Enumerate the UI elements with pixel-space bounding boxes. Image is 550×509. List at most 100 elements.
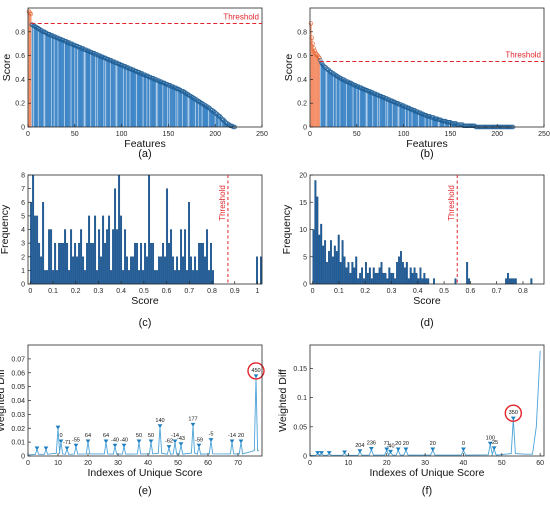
x-tick-label: 0 [26,460,30,467]
bar [103,57,105,128]
bar [322,65,324,127]
selected-bar [317,55,319,127]
y-tick-label: 0 [21,282,25,289]
x-tick-label: 100 [398,131,410,138]
y-tick-label: 4 [21,227,25,234]
peak-marker [85,439,91,444]
bar [328,69,330,127]
histogram-bar [512,278,515,285]
bar [151,78,153,127]
bar [338,77,340,127]
peak-marker [253,374,259,379]
x-axis-label: Features [406,138,447,150]
bar [122,65,124,127]
bar [85,49,87,127]
bar [411,109,413,127]
peak-marker [178,442,184,447]
histogram-bar [372,267,375,285]
histogram-bar [366,272,369,285]
bar [93,53,96,127]
bar [64,41,67,127]
bar [326,68,328,127]
histogram-bar [178,270,181,285]
x-tick-label: 20 [383,460,391,467]
bar [187,94,189,127]
x-tick-label: 200 [491,131,503,138]
bar [35,27,37,127]
bar [432,117,434,127]
bar [41,30,43,127]
x-axis-label: Score [413,295,441,307]
peak-marker [136,439,142,444]
selected-bar [310,23,312,127]
histogram-bar [66,242,69,285]
bar [375,94,378,127]
peak-marker [395,447,401,452]
peak-label: -71 [63,440,71,446]
bar [220,117,222,127]
peak-marker [190,422,196,427]
bar [199,102,201,127]
histogram-bar [38,242,41,285]
x-tick-label: 50 [71,131,79,138]
bar [218,116,220,127]
x-tick-label: 0.1 [334,288,344,295]
bar [383,97,385,127]
bar [331,73,334,127]
bar [369,91,371,127]
bar [174,87,176,127]
selected-bar [29,12,31,127]
bar [170,86,172,127]
histogram-bar [413,267,416,285]
bar [166,84,169,127]
bar [398,104,400,127]
bar [101,56,103,127]
bar [222,119,224,127]
histogram-bar [100,256,103,285]
x-tick-label: 60 [536,460,544,467]
bar [97,55,99,127]
bar [63,40,65,127]
bar [166,84,168,127]
histogram-bar [162,242,165,285]
x-axis-label: Features [124,138,165,150]
bar [420,113,423,127]
bar [137,72,139,127]
peak-label: 0 [59,433,62,439]
x-tick-label: 0 [26,131,30,138]
selected-bar [318,57,321,128]
bar [77,46,79,127]
bar [192,97,194,127]
panel-d: 0 0.1 0.2 0.3 0.4 0.5 0.6 0.7 0.8 0 5 10 15 20 Thresho… [281,173,545,329]
bar [167,85,170,127]
bar [394,102,396,127]
bar [108,59,110,127]
bar [348,82,350,127]
bar [399,104,401,127]
bar [364,90,366,127]
histogram-bar [184,229,187,285]
histogram-bar [180,229,183,285]
bar [424,115,426,127]
bar [123,66,125,127]
histogram-bar [316,196,319,285]
bar [361,87,363,127]
bar [57,37,59,127]
point [318,58,323,63]
peak-label: 50 [136,433,142,439]
bar [98,55,100,127]
bar [104,57,106,128]
bar [102,56,104,127]
x-tick-label: 250 [538,131,550,138]
peak-marker [148,439,154,444]
histogram-bar [208,270,211,285]
bar [335,75,337,127]
histogram-bar [80,229,83,285]
bar [389,99,391,127]
bar [178,88,180,127]
bar [408,107,410,127]
histogram-bar [160,256,163,285]
histogram-bar [140,242,143,285]
panel-caption: (f) [422,485,432,497]
bar [65,41,68,127]
